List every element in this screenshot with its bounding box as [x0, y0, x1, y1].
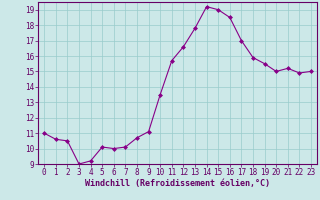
X-axis label: Windchill (Refroidissement éolien,°C): Windchill (Refroidissement éolien,°C): [85, 179, 270, 188]
